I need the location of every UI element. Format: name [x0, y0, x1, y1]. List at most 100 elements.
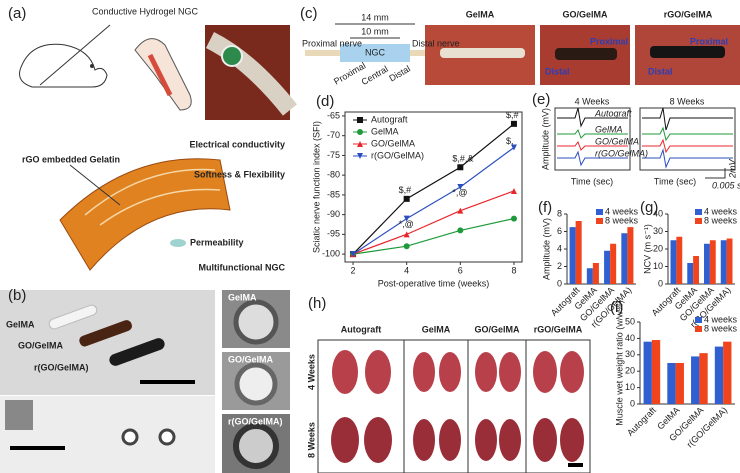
bar	[723, 341, 732, 404]
panel-letter: (f)	[538, 199, 552, 216]
feature: Multifunctional NGC	[199, 262, 286, 272]
region-label: Distal	[387, 63, 411, 83]
legend-label: r(GO/GelMA)	[371, 150, 424, 160]
column-title: 4 Weeks	[575, 96, 610, 106]
x-tick-label: 2	[351, 265, 356, 275]
panel-e	[554, 107, 736, 179]
panel-letter: (c)	[300, 5, 318, 22]
hydrogel-sheet	[59, 158, 231, 271]
scale-bar	[10, 446, 65, 450]
panel-letter: (h)	[308, 295, 326, 312]
scale-bar	[140, 380, 195, 384]
bar	[670, 240, 677, 284]
bar	[592, 263, 599, 284]
bar	[667, 363, 676, 404]
series-line	[352, 190, 515, 255]
bar	[621, 233, 628, 284]
y-tick-label: 10	[625, 382, 635, 392]
row-label: 4 Weeks	[306, 354, 316, 390]
end-label: Distal nerve	[412, 38, 460, 48]
photo-label: Distal	[648, 66, 673, 76]
legend-swatch	[695, 218, 702, 224]
muscle	[331, 417, 359, 463]
photo	[0, 396, 215, 473]
legend-label: 8 weeks	[704, 215, 738, 225]
feature: Softness & Flexibility	[194, 169, 285, 179]
panel-letter: (d)	[316, 93, 334, 110]
y-tick-label: 0	[630, 398, 635, 408]
bar	[693, 256, 699, 284]
column-title: GelMA	[422, 324, 451, 334]
series-line	[352, 217, 515, 255]
x-axis-label: Post-operative time (weeks)	[378, 278, 490, 288]
point	[403, 231, 410, 238]
y-tick-label: 10	[653, 261, 663, 271]
sem-lumen	[233, 299, 279, 345]
trace	[557, 107, 628, 128]
legend-label: 4 weeks	[605, 206, 639, 216]
conduit-gelma	[48, 304, 98, 330]
point	[403, 195, 410, 202]
point	[457, 227, 464, 234]
annotation: $,#,&	[452, 154, 473, 164]
legend-label: 8 weeks	[605, 215, 639, 225]
annotation: $,#	[506, 110, 519, 120]
scale-label: 0.005 s	[712, 180, 740, 190]
y-tick-label: 50	[625, 316, 635, 326]
y-tick-label: -70	[327, 130, 340, 140]
bar	[675, 363, 684, 404]
panel-title: Conductive Hydrogel NGC	[92, 6, 199, 16]
muscle	[332, 350, 358, 394]
legend-label: 8 weeks	[704, 323, 738, 333]
mouse-eye	[90, 64, 94, 68]
length-label: 14 mm	[361, 12, 389, 22]
panel-letter: (b)	[8, 287, 26, 304]
y-axis-label: Sciatic nerve function index (SFI)	[311, 121, 321, 253]
sem-lumen	[233, 423, 279, 469]
column-title: GO/GelMA	[474, 324, 520, 334]
legend-marker	[357, 153, 363, 159]
ruler	[5, 400, 33, 430]
muscle	[475, 419, 497, 461]
legend-swatch	[596, 218, 603, 224]
series-line	[352, 123, 515, 255]
panel-b	[0, 290, 290, 473]
y-tick-label: 30	[625, 349, 635, 359]
sem-lumen	[234, 362, 278, 406]
panel-c	[305, 23, 740, 85]
y-tick-label: -90	[327, 209, 340, 219]
scale-label: 2mV	[727, 158, 737, 179]
feature: Electrical conductivity	[189, 139, 285, 149]
sem-label: GO/GelMA	[228, 354, 274, 364]
y-tick-label: 2	[557, 261, 562, 271]
trace	[642, 138, 733, 154]
x-tick-label: 4	[404, 265, 409, 275]
trace-label: r(GO/GelMA)	[595, 148, 648, 158]
y-axis-label: Amplitude (mV)	[540, 108, 550, 170]
legend-marker	[357, 129, 363, 135]
trace	[642, 107, 733, 131]
muscle	[439, 352, 461, 392]
photo-title: rGO/GelMA	[664, 9, 713, 19]
muscle	[413, 419, 435, 461]
x-axis-label: Time (sec)	[654, 176, 696, 186]
ngc-schematic	[340, 44, 410, 62]
callout: rGO embedded Gelatin	[22, 154, 120, 164]
row-label: 8 Weeks	[306, 422, 316, 458]
end-label: Proximal nerve	[302, 38, 362, 48]
ngc-label: NGC	[365, 47, 386, 57]
bar	[627, 227, 634, 284]
trace-box	[639, 107, 736, 171]
conduit-label: r(GO/GelMA)	[34, 362, 89, 372]
legend-marker	[357, 141, 363, 147]
x-axis-label: Time (sec)	[571, 176, 613, 186]
trace-label: Autograft	[594, 108, 632, 118]
y-tick-label: -75	[327, 150, 340, 160]
point	[350, 251, 357, 258]
series-line	[352, 147, 515, 255]
scale-marker	[705, 168, 726, 179]
bar	[651, 340, 661, 404]
muscles-4w	[332, 350, 584, 394]
conduit-cross-section	[121, 428, 139, 446]
